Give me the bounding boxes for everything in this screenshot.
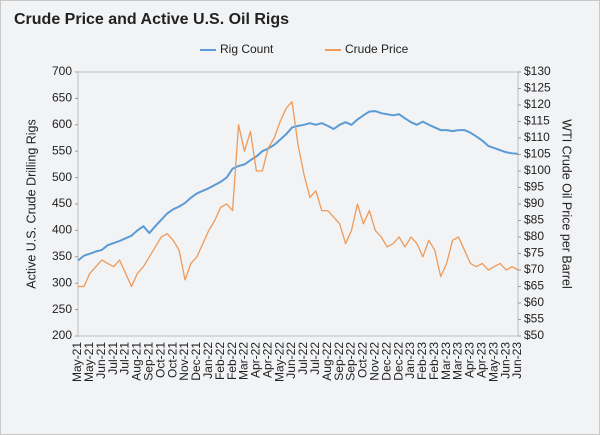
x-tick-label: Jul-22: [308, 342, 322, 375]
x-tick-label: Oct-21: [165, 342, 179, 378]
y2-tick-label: $60: [524, 295, 544, 309]
x-tick-label: Mar-23: [451, 342, 465, 380]
x-tick-label: Jan-22: [201, 342, 215, 379]
y2-axis-label: WTI Crude Oil Price per Barrel: [560, 119, 574, 288]
x-tick-label: Oct-21: [153, 342, 167, 378]
y-axis-label: Active U.S. Crude Drilling Rigs: [24, 119, 38, 289]
x-tick-label: Jun-22: [284, 342, 298, 379]
y-tick-label: 550: [52, 143, 72, 157]
y-tick-label: 400: [52, 223, 72, 237]
y2-tick-label: $80: [524, 229, 544, 243]
x-tick-label: Apr-23: [474, 342, 488, 378]
y-tick-label: 250: [52, 302, 72, 316]
x-tick-label: Mar-23: [439, 342, 453, 380]
x-tick-label: Apr-22: [249, 342, 263, 378]
series-line: [77, 110, 519, 262]
x-tick-label: May-21: [82, 342, 96, 382]
y2-tick-label: $90: [524, 196, 544, 210]
y-tick-label: 200: [52, 328, 72, 342]
x-tick-label: Aug-22: [320, 342, 334, 381]
x-tick-label: Feb-23: [415, 342, 429, 380]
x-tick-label: Feb-23: [427, 342, 441, 380]
x-tick-label: May-21: [70, 342, 84, 382]
x-tick-label: Jul-21: [118, 342, 132, 375]
y2-tick-label: $70: [524, 262, 544, 276]
y2-tick-label: $50: [524, 328, 544, 342]
legend-label: Crude Price: [345, 42, 409, 56]
y2-tick-label: $120: [524, 97, 551, 111]
x-tick-label: Dec-22: [391, 342, 405, 381]
x-tick-label: Jul-22: [296, 342, 310, 375]
x-tick-label: Oct-22: [356, 342, 370, 378]
x-tick-label: Jun-21: [94, 342, 108, 379]
y2-tick-label: $110: [524, 130, 550, 144]
x-tick-label: Sep-21: [142, 342, 156, 381]
y2-tick-label: $130: [524, 64, 551, 78]
y-tick-label: 650: [52, 91, 72, 105]
chart-title: Crude Price and Active U.S. Oil Rigs: [14, 11, 289, 28]
y-tick-label: 600: [52, 117, 72, 131]
y2-tick-label: $55: [524, 312, 544, 326]
y-tick-label: 500: [52, 170, 72, 184]
y-tick-label: 300: [52, 275, 72, 289]
y2-tick-label: $105: [524, 147, 551, 161]
y2-tick-label: $100: [524, 163, 551, 177]
x-tick-label: Mar-22: [237, 342, 251, 380]
y2-tick-label: $115: [524, 114, 550, 128]
x-tick-label: May-22: [272, 342, 286, 382]
x-tick-label: Jun-23: [510, 342, 524, 379]
x-tick-label: Apr-22: [260, 342, 274, 378]
y2-tick-label: $75: [524, 246, 544, 260]
y2-tick-label: $65: [524, 279, 544, 293]
y-tick-label: 700: [52, 64, 72, 78]
x-tick-label: Sep-22: [344, 342, 358, 381]
x-tick-label: Sep-22: [332, 342, 346, 381]
x-tick-label: Jul-21: [106, 342, 120, 375]
y2-tick-label: $95: [524, 180, 544, 194]
x-tick-label: Apr-23: [463, 342, 477, 378]
x-tick-label: Aug-21: [130, 342, 144, 381]
x-tick-label: Feb-22: [213, 342, 227, 380]
series-line: [78, 101, 519, 288]
x-tick-label: Feb-22: [225, 342, 239, 380]
x-tick-label: Jun-23: [498, 342, 512, 379]
legend-label: Rig Count: [220, 42, 274, 56]
y2-tick-label: $125: [524, 81, 551, 95]
x-tick-label: Jan-23: [403, 342, 417, 379]
y2-tick-label: $85: [524, 213, 544, 227]
x-tick-label: Nov-21: [177, 342, 191, 381]
x-tick-label: May-23: [486, 342, 500, 382]
x-tick-label: Dec-22: [379, 342, 393, 381]
x-tick-label: Dec-21: [189, 342, 203, 381]
y-tick-label: 350: [52, 249, 72, 263]
y-tick-label: 450: [52, 196, 72, 210]
x-tick-label: Nov-22: [367, 342, 381, 381]
